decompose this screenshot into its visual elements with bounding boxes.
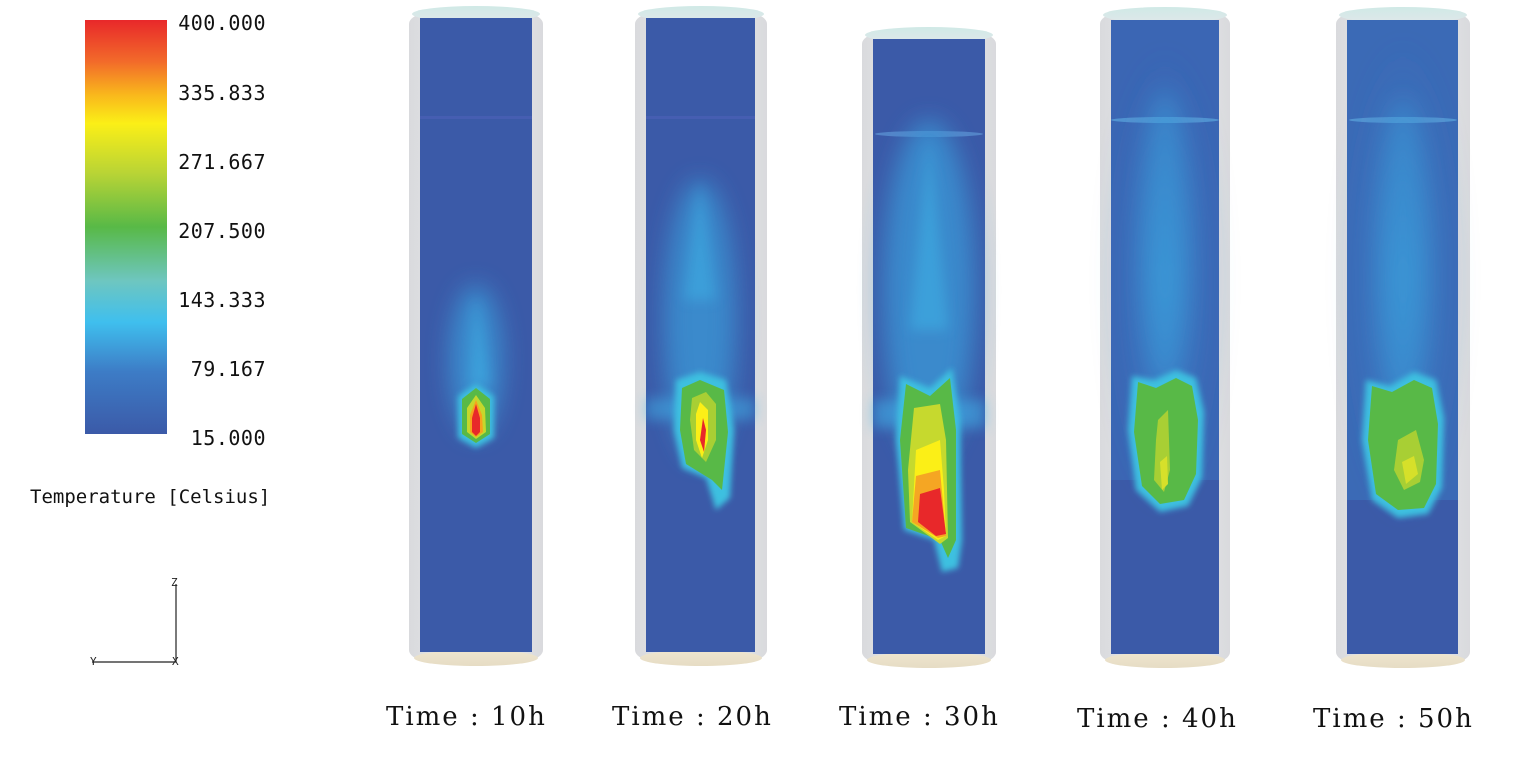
cylinder-bottom	[1341, 652, 1465, 668]
panel-10h	[409, 6, 543, 666]
cylinder-bottom	[1105, 652, 1225, 668]
colorbar-tick-label: 15.000	[190, 426, 266, 450]
plume-core	[1143, 90, 1187, 390]
hotspot-warm	[1160, 456, 1168, 490]
colorbar-tick-label: 335.833	[178, 81, 266, 105]
colorbar-tick-label: 271.667	[178, 150, 266, 174]
time-label-40h: Time : 40h	[1077, 704, 1238, 734]
cylinder-bottom	[867, 652, 991, 668]
lower-field	[1347, 500, 1458, 654]
colorbar-tick-label: 143.333	[178, 288, 266, 312]
time-label-30h: Time : 30h	[839, 702, 1000, 732]
time-label-50h: Time : 50h	[1313, 704, 1474, 734]
panel-30h	[862, 27, 996, 668]
x-axis-label: X	[172, 655, 179, 668]
colorbar-tick-label: 207.500	[178, 219, 266, 243]
y-axis-label: Y	[90, 655, 97, 668]
colorbar-gradient	[85, 20, 167, 434]
colorbar-tick-label: 79.167	[190, 357, 266, 381]
hotspot-core	[472, 404, 480, 436]
cylinder-bottom	[414, 650, 538, 666]
cylinder-top	[1103, 7, 1227, 23]
cylinder-bottom	[640, 650, 762, 666]
plume-tip	[470, 295, 490, 385]
liquid-surface	[420, 116, 532, 119]
cylinder-top	[1339, 7, 1467, 23]
colorbar-title: Temperature [Celsius]	[30, 486, 271, 508]
axis-triad	[92, 584, 177, 663]
hotspot-core	[918, 488, 946, 536]
panel-40h	[1100, 7, 1230, 668]
time-label-10h: Time : 10h	[386, 702, 547, 732]
time-label-20h: Time : 20h	[612, 702, 773, 732]
panel-50h	[1336, 7, 1470, 668]
liquid-surface	[646, 116, 755, 119]
panel-20h	[635, 6, 767, 666]
colorbar-tick-label: 400.000	[178, 11, 266, 35]
plume-tip	[684, 180, 716, 300]
hotspot-core	[700, 418, 706, 452]
z-axis-label: Z	[171, 576, 178, 589]
plume-core	[1379, 100, 1427, 420]
hotspot-warm	[1402, 456, 1418, 484]
plume-tip	[910, 140, 948, 330]
